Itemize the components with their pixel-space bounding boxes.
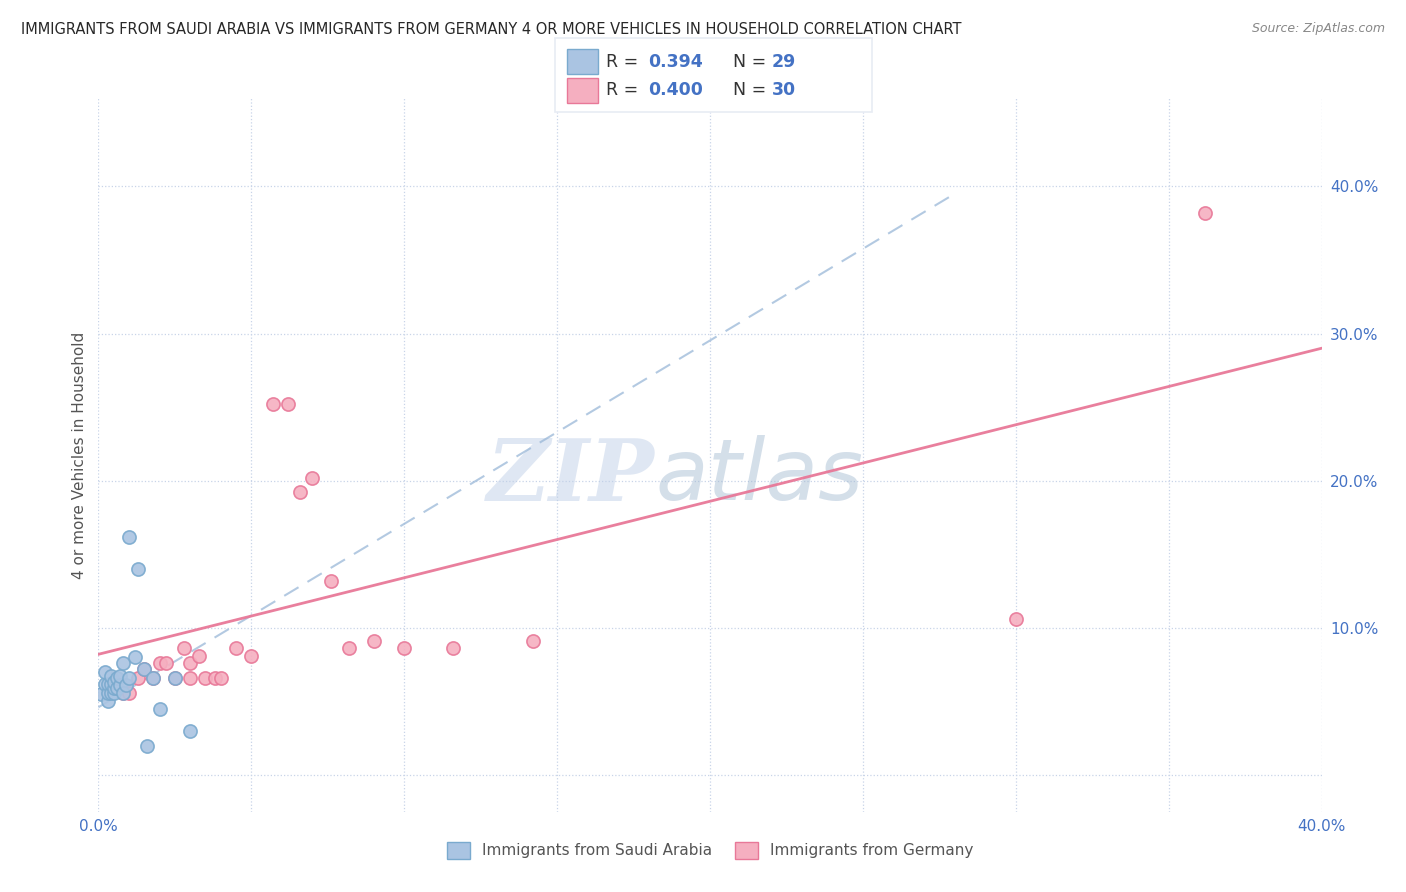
Text: 30: 30 — [772, 81, 796, 99]
Point — [163, 671, 186, 685]
Text: N =: N = — [733, 53, 772, 70]
Point — [225, 641, 247, 656]
Y-axis label: 4 or more Vehicles in Household: 4 or more Vehicles in Household — [72, 331, 87, 579]
Point — [118, 685, 141, 699]
Point — [111, 656, 134, 670]
Point — [134, 662, 156, 676]
Point — [1194, 206, 1216, 220]
Text: atlas: atlas — [655, 434, 863, 518]
Point — [262, 397, 284, 411]
Text: IMMIGRANTS FROM SAUDI ARABIA VS IMMIGRANTS FROM GERMANY 4 OR MORE VEHICLES IN HO: IMMIGRANTS FROM SAUDI ARABIA VS IMMIGRAN… — [21, 22, 962, 37]
Point — [97, 685, 120, 699]
Point — [111, 685, 134, 699]
Point — [97, 676, 120, 690]
Text: 0.394: 0.394 — [648, 53, 703, 70]
Point — [337, 641, 360, 656]
Point — [173, 641, 195, 656]
Point — [127, 671, 149, 685]
Point — [105, 681, 128, 695]
Point — [155, 656, 177, 670]
Point — [179, 656, 201, 670]
Point — [149, 702, 172, 716]
Text: ZIP: ZIP — [486, 434, 655, 518]
Point — [188, 648, 211, 663]
Point — [319, 574, 342, 588]
Point — [149, 656, 172, 670]
Text: R =: R = — [606, 81, 644, 99]
Text: Source: ZipAtlas.com: Source: ZipAtlas.com — [1251, 22, 1385, 36]
Text: 29: 29 — [772, 53, 796, 70]
Point — [179, 723, 201, 738]
Point — [111, 685, 134, 699]
Point — [290, 485, 312, 500]
Legend: Immigrants from Saudi Arabia, Immigrants from Germany: Immigrants from Saudi Arabia, Immigrants… — [440, 836, 980, 864]
Point — [118, 530, 141, 544]
Point — [179, 671, 201, 685]
Point — [142, 671, 165, 685]
Point — [392, 641, 416, 656]
Point — [134, 662, 156, 676]
Point — [163, 671, 186, 685]
Point — [522, 634, 544, 648]
Point — [127, 562, 149, 576]
Point — [108, 678, 131, 692]
Point — [100, 685, 122, 699]
Text: 0.400: 0.400 — [648, 81, 703, 99]
Point — [103, 681, 125, 695]
Point — [204, 671, 226, 685]
Point — [103, 685, 125, 699]
Point — [142, 671, 165, 685]
Point — [115, 678, 138, 692]
Text: N =: N = — [733, 81, 772, 99]
Point — [136, 739, 159, 753]
Point — [277, 397, 299, 411]
Point — [240, 648, 263, 663]
Point — [301, 471, 323, 485]
Point — [441, 641, 464, 656]
Point — [363, 634, 385, 648]
Point — [118, 671, 141, 685]
Point — [1004, 612, 1026, 626]
Point — [90, 687, 112, 701]
Point — [194, 671, 217, 685]
Point — [103, 675, 125, 690]
Point — [100, 676, 122, 690]
Point — [108, 669, 131, 683]
Point — [105, 671, 128, 685]
Point — [103, 676, 125, 690]
Point — [209, 671, 232, 685]
Point — [100, 669, 122, 683]
Point — [124, 650, 146, 665]
Point — [93, 665, 115, 679]
Text: R =: R = — [606, 53, 644, 70]
Point — [97, 694, 120, 708]
Point — [93, 676, 115, 690]
